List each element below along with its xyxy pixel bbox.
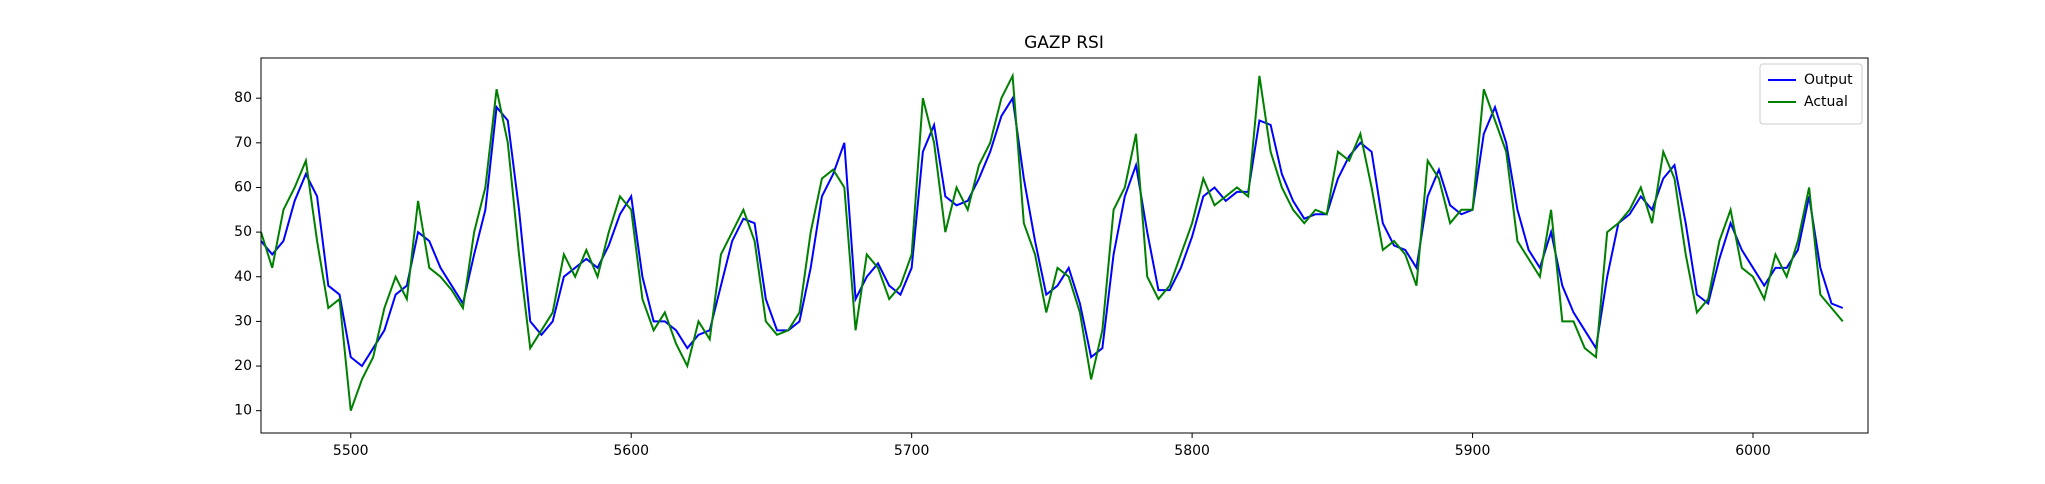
y-tick-label: 60 — [234, 179, 252, 195]
legend: Output Actual — [1759, 63, 1863, 125]
chart-title: GAZP RSI — [1024, 33, 1104, 53]
legend-label: Output — [1804, 72, 1853, 88]
y-tick-label: 10 — [234, 403, 252, 419]
x-tick-label: 5500 — [333, 443, 369, 459]
y-tick-label: 20 — [234, 358, 252, 374]
legend-label: Actual — [1804, 94, 1848, 110]
y-tick-label: 70 — [234, 135, 252, 151]
line-series — [260, 95, 1844, 368]
y-tick-label: 80 — [234, 90, 252, 106]
line-series — [260, 72, 1844, 412]
x-tick-label: 5900 — [1455, 443, 1491, 459]
plot-frame — [260, 57, 1869, 434]
y-tick-label: 30 — [234, 313, 252, 329]
x-tick-label: 5600 — [613, 443, 649, 459]
x-tick-label: 6000 — [1735, 443, 1771, 459]
x-tick-label: 5700 — [894, 443, 930, 459]
x-tick-label: 5800 — [1174, 443, 1210, 459]
y-tick-label: 40 — [234, 269, 252, 285]
y-tick-label: 50 — [234, 224, 252, 240]
